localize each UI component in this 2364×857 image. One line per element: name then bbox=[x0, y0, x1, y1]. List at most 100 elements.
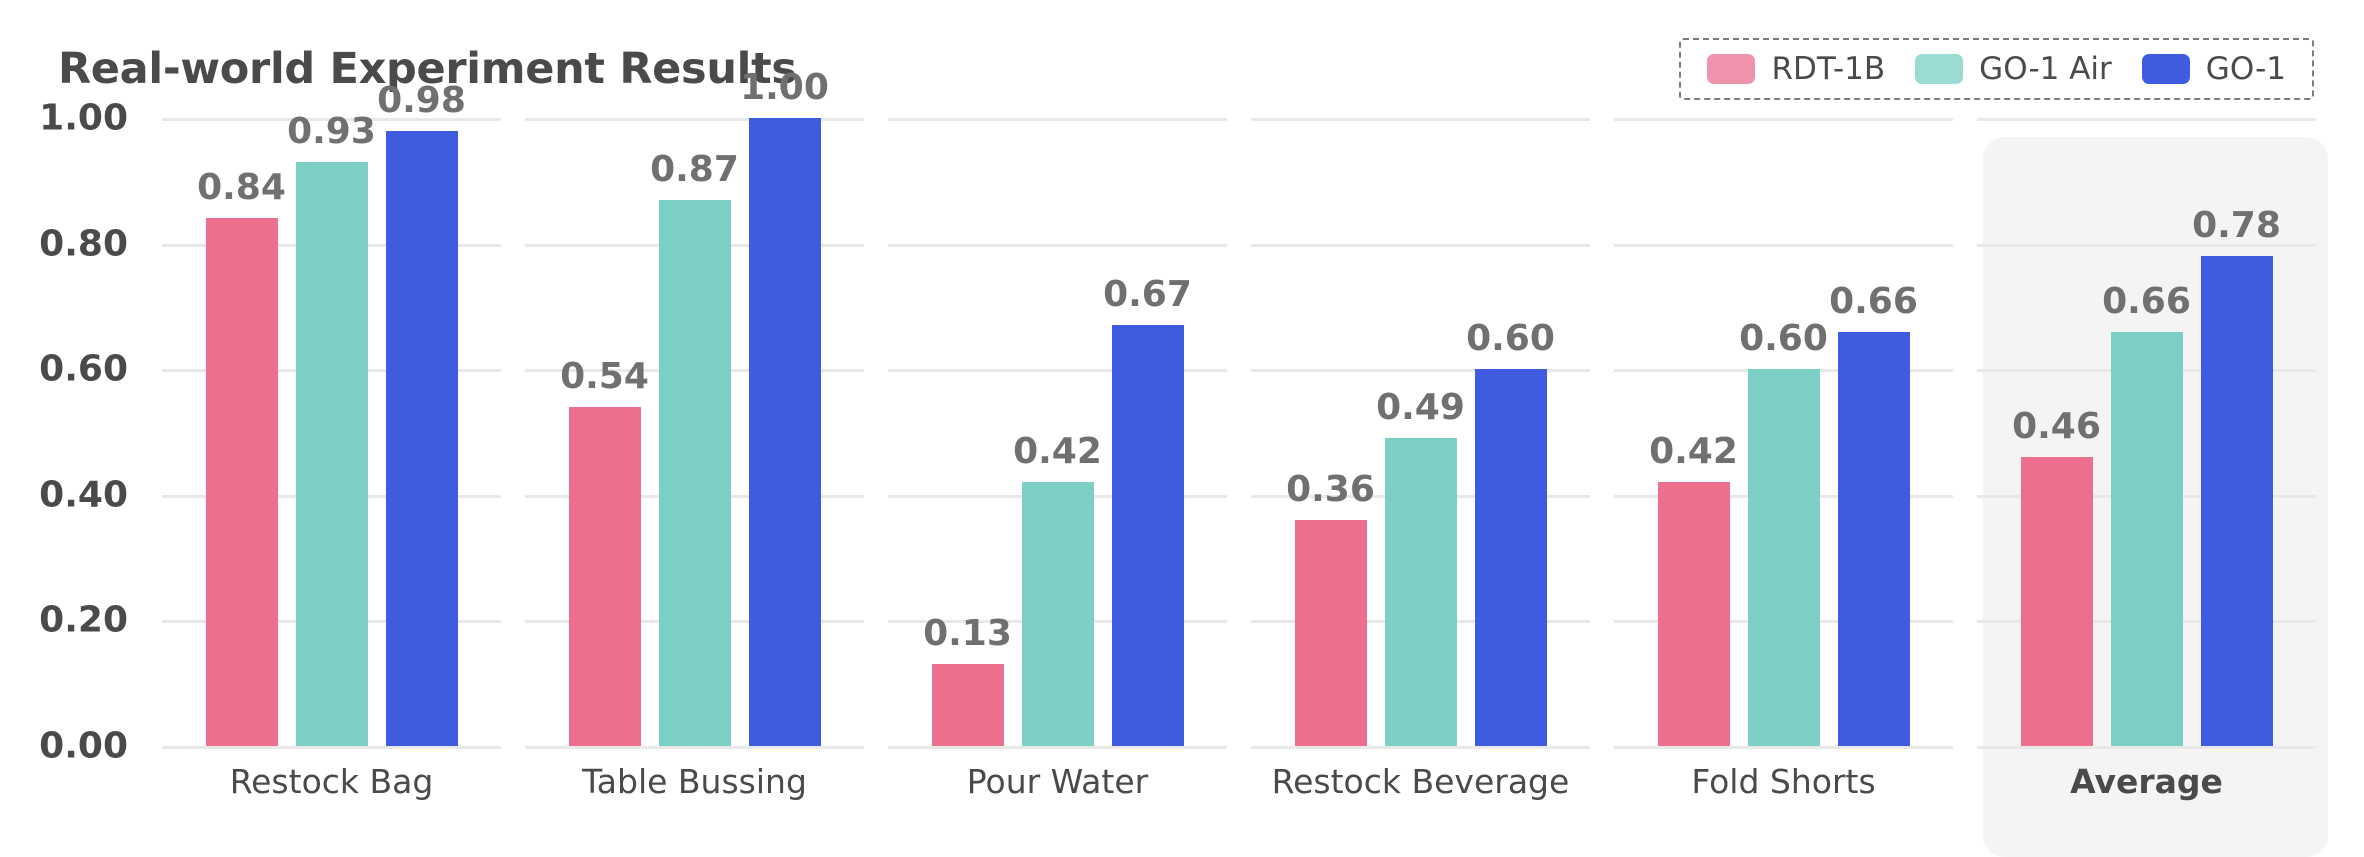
legend-swatch-rdt-1b bbox=[1707, 54, 1756, 84]
bar-item[interactable]: 0.66 bbox=[2102, 283, 2191, 746]
gridline bbox=[525, 746, 864, 749]
x-axis-label-fold-shorts: Fold Shorts bbox=[1691, 762, 1876, 801]
gridline bbox=[888, 118, 1227, 121]
bar-value-label: 0.67 bbox=[1103, 274, 1192, 316]
bar-value-label: 0.84 bbox=[197, 167, 286, 209]
x-axis-label-table-bussing: Table Bussing bbox=[582, 762, 807, 801]
bar-go-1-air[interactable] bbox=[295, 161, 368, 746]
bar-go-1-air[interactable] bbox=[1384, 438, 1457, 746]
bar-value-label: 0.36 bbox=[1286, 468, 1375, 510]
bar-value-label: 0.60 bbox=[1739, 318, 1828, 360]
legend-swatch-go-1-air bbox=[1915, 54, 1964, 84]
y-axis-tick-label: 0.00 bbox=[39, 725, 128, 767]
bar-value-label: 0.93 bbox=[287, 110, 376, 152]
x-axis-label-restock-bag: Restock Bag bbox=[229, 762, 434, 801]
bar-item[interactable]: 0.87 bbox=[650, 151, 739, 746]
bar-rdt-1b[interactable] bbox=[568, 406, 641, 746]
bar-item[interactable]: 0.84 bbox=[197, 170, 286, 746]
bar-go-1[interactable] bbox=[748, 118, 821, 746]
bar-item[interactable]: 0.46 bbox=[2012, 409, 2101, 746]
bar-go-1[interactable] bbox=[2200, 256, 2273, 746]
gridline bbox=[1251, 118, 1590, 121]
bar-value-label: 0.60 bbox=[1466, 318, 1555, 360]
bar-value-label: 0.87 bbox=[650, 148, 739, 190]
bar-item[interactable]: 0.49 bbox=[1376, 390, 1465, 746]
bar-value-label: 0.54 bbox=[560, 355, 649, 397]
bar-item[interactable]: 0.93 bbox=[287, 113, 376, 746]
bar-item[interactable]: 0.36 bbox=[1286, 471, 1375, 746]
bar-value-label: 0.46 bbox=[2012, 406, 2101, 448]
bar-item[interactable]: 0.42 bbox=[1649, 434, 1738, 746]
bar-value-label: 0.78 bbox=[2192, 205, 2281, 247]
bar-go-1-air[interactable] bbox=[1021, 482, 1094, 746]
gridline bbox=[1977, 243, 2316, 247]
gridline bbox=[1614, 118, 1953, 121]
bar-go-1[interactable] bbox=[1111, 325, 1184, 746]
plot-area: 0.84 0.93 0.98 0.54 0.87 1.00 0.13 0.42 0.67 0.36… bbox=[150, 70, 2328, 857]
bar-go-1[interactable] bbox=[385, 130, 458, 746]
bar-value-label: 0.98 bbox=[377, 79, 466, 121]
legend-swatch-go-1 bbox=[2141, 54, 2190, 84]
legend-label-rdt-1b: RDT-1B bbox=[1771, 51, 1886, 87]
chart-title: Real-world Experiment Results bbox=[58, 44, 797, 94]
gridline bbox=[1251, 243, 1590, 247]
gridline bbox=[1977, 746, 2316, 749]
legend-item-go-1-air[interactable]: GO-1 Air bbox=[1915, 51, 2112, 87]
bar-group: 0.13 0.42 0.67 bbox=[876, 118, 1239, 746]
bar-item[interactable]: 0.78 bbox=[2192, 208, 2281, 746]
legend-item-go-1[interactable]: GO-1 bbox=[2141, 51, 2286, 87]
legend-label-go-1-air: GO-1 Air bbox=[1979, 51, 2112, 87]
bar-rdt-1b[interactable] bbox=[1657, 482, 1730, 746]
gridline bbox=[1614, 746, 1953, 749]
gridline bbox=[1977, 118, 2316, 121]
bar-item[interactable]: 0.60 bbox=[1466, 321, 1555, 746]
bar-go-1-air[interactable] bbox=[2110, 331, 2183, 746]
gridline bbox=[162, 746, 501, 749]
gridline bbox=[525, 118, 864, 121]
bar-item[interactable]: 0.98 bbox=[377, 82, 466, 746]
bar-item[interactable]: 0.13 bbox=[923, 616, 1012, 746]
bar-value-label: 0.66 bbox=[1829, 280, 1918, 322]
bar-item[interactable]: 0.60 bbox=[1739, 321, 1828, 746]
y-axis-tick-label: 0.60 bbox=[39, 348, 128, 390]
bar-item[interactable]: 1.00 bbox=[740, 70, 829, 746]
gridline bbox=[1251, 746, 1590, 749]
y-axis-tick-label: 0.20 bbox=[39, 599, 128, 641]
y-axis: 0.00 0.20 0.40 0.60 0.80 1.00 bbox=[0, 98, 128, 767]
bar-rdt-1b[interactable] bbox=[205, 218, 278, 746]
y-axis-tick-label: 1.00 bbox=[39, 97, 128, 139]
chart-legend: RDT-1B GO-1 Air GO-1 bbox=[1679, 38, 2314, 100]
gridline bbox=[888, 369, 1227, 373]
bar-go-1[interactable] bbox=[1474, 369, 1547, 746]
gridline bbox=[1614, 243, 1953, 247]
bar-value-label: 0.42 bbox=[1013, 431, 1102, 473]
y-axis-tick-label: 0.40 bbox=[39, 474, 128, 516]
bar-rdt-1b[interactable] bbox=[2020, 457, 2093, 746]
bar-go-1-air[interactable] bbox=[658, 199, 731, 746]
x-axis-label-pour-water: Pour Water bbox=[966, 762, 1149, 801]
bar-rdt-1b[interactable] bbox=[1294, 519, 1367, 746]
bar-value-label: 0.13 bbox=[923, 613, 1012, 655]
bar-item[interactable]: 0.66 bbox=[1829, 283, 1918, 746]
bar-value-label: 0.42 bbox=[1649, 431, 1738, 473]
bar-item[interactable]: 0.54 bbox=[560, 358, 649, 746]
bar-go-1[interactable] bbox=[1837, 331, 1910, 746]
bar-value-label: 0.66 bbox=[2102, 280, 2191, 322]
gridline bbox=[1251, 369, 1590, 373]
bar-item[interactable]: 0.67 bbox=[1103, 277, 1192, 746]
bar-value-label: 1.00 bbox=[740, 67, 829, 108]
bar-value-label: 0.49 bbox=[1376, 387, 1465, 429]
bar-rdt-1b[interactable] bbox=[931, 664, 1004, 746]
bar-group: 0.54 0.87 1.00 bbox=[513, 70, 876, 746]
bar-item[interactable]: 0.42 bbox=[1013, 434, 1102, 746]
bar-group: 0.42 0.60 0.66 bbox=[1602, 118, 1965, 746]
x-axis-label-restock-beverage: Restock Beverage bbox=[1271, 762, 1570, 801]
gridline bbox=[888, 746, 1227, 749]
bar-group: 0.84 0.93 0.98 bbox=[150, 82, 513, 746]
bar-go-1-air[interactable] bbox=[1747, 369, 1820, 746]
x-axis-label-average: Average bbox=[2070, 762, 2223, 801]
legend-label-go-1: GO-1 bbox=[2205, 51, 2286, 87]
gridline bbox=[162, 118, 501, 121]
legend-item-rdt-1b[interactable]: RDT-1B bbox=[1707, 51, 1885, 87]
